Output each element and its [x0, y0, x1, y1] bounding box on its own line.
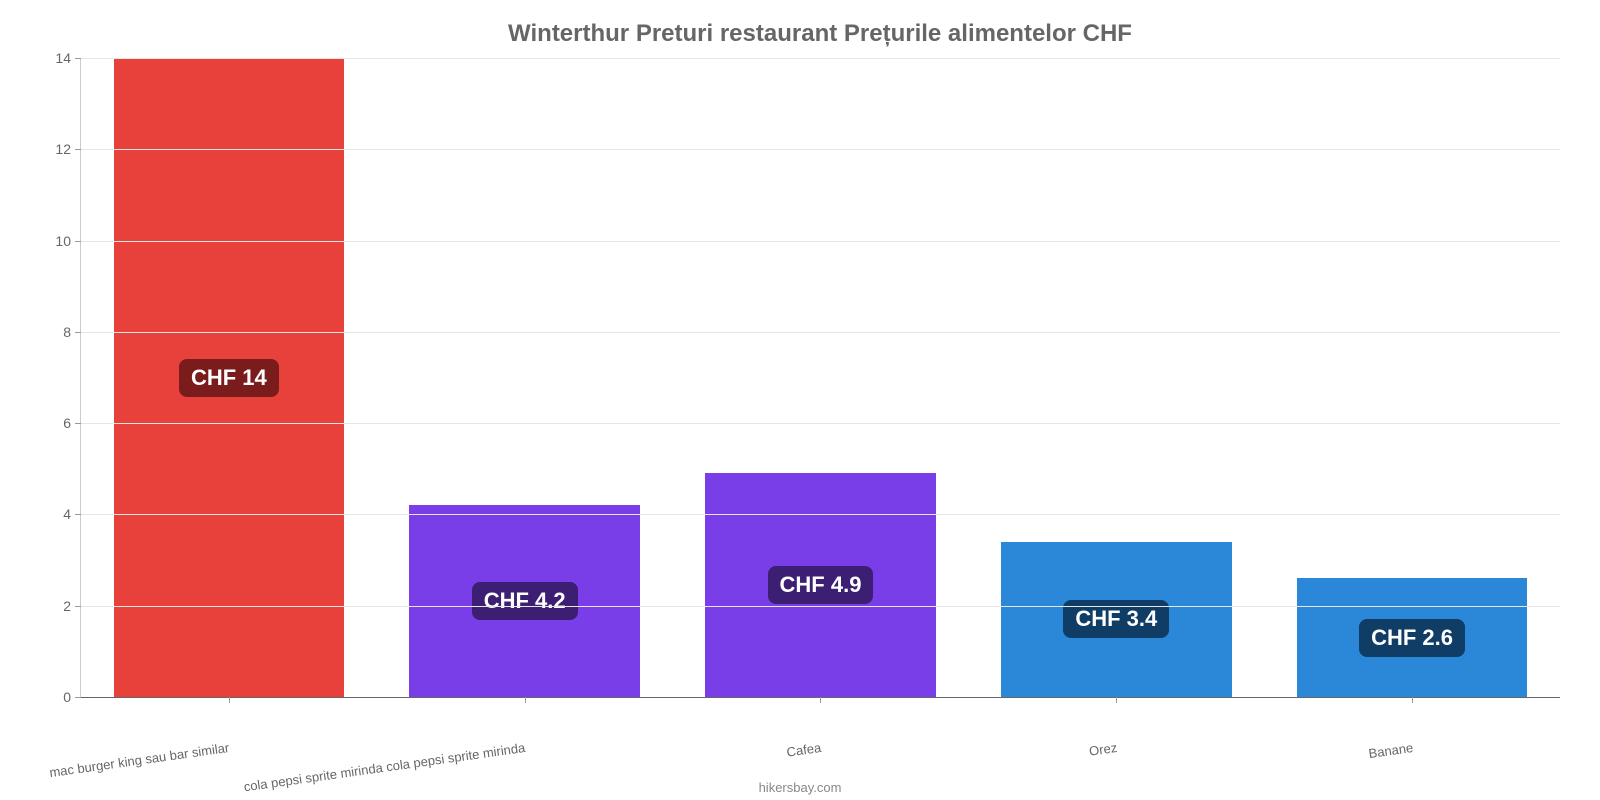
value-badge: CHF 4.2: [472, 582, 578, 620]
gridline: [81, 514, 1560, 515]
x-axis-label: Cafea: [786, 740, 822, 760]
x-axis-label: Banane: [1368, 740, 1414, 761]
x-label-slot: Orez: [968, 740, 1264, 770]
y-tick-mark: [75, 606, 81, 607]
gridline: [81, 606, 1560, 607]
bar-slot: CHF 3.4: [968, 58, 1264, 697]
chart-container: Winterthur Preturi restaurant Prețurile …: [0, 0, 1600, 800]
x-label-slot: Cafea: [672, 740, 968, 770]
bar-slot: CHF 4.2: [377, 58, 673, 697]
y-tick-mark: [75, 423, 81, 424]
gridline: [81, 423, 1560, 424]
y-tick-mark: [75, 332, 81, 333]
bars-row: CHF 14 CHF 4.2 CHF 4.9 CHF 3.4 CHF 2.6: [81, 58, 1560, 697]
bar-slot: CHF 4.9: [673, 58, 969, 697]
x-tick-mark: [1412, 697, 1413, 703]
x-tick-mark: [525, 697, 526, 703]
bar: CHF 2.6: [1297, 578, 1528, 697]
y-tick-mark: [75, 241, 81, 242]
y-tick-mark: [75, 58, 81, 59]
credit-text: hikersbay.com: [0, 780, 1600, 795]
chart-title: Winterthur Preturi restaurant Prețurile …: [80, 20, 1560, 48]
x-label-slot: cola pepsi sprite mirinda cola pepsi spr…: [376, 740, 672, 770]
gridline: [81, 241, 1560, 242]
bar-slot: CHF 2.6: [1264, 58, 1560, 697]
x-axis-label: mac burger king sau bar similar: [48, 740, 230, 780]
value-badge: CHF 4.9: [768, 566, 874, 604]
value-badge: CHF 14: [179, 359, 279, 397]
plot-area: CHF 14CHF 4.2CHF 4.9CHF 3.4CHF 2.6 02468…: [80, 58, 1560, 698]
x-tick-mark: [1116, 697, 1117, 703]
y-tick-mark: [75, 149, 81, 150]
bar: CHF 14: [114, 58, 345, 697]
bar: CHF 3.4: [1001, 542, 1232, 697]
x-label-slot: mac burger king sau bar similar: [80, 740, 376, 770]
x-axis-labels: mac burger king sau bar similarcola peps…: [80, 740, 1560, 770]
x-tick-mark: [820, 697, 821, 703]
bar-slot: CHF 14: [81, 58, 377, 697]
gridline: [81, 332, 1560, 333]
x-tick-mark: [229, 697, 230, 703]
x-label-slot: Banane: [1264, 740, 1560, 770]
bar: CHF 4.9: [705, 473, 936, 697]
value-badge: CHF 2.6: [1359, 619, 1465, 657]
y-tick-mark: [75, 514, 81, 515]
bar: CHF 4.2: [409, 505, 640, 697]
gridline: [81, 149, 1560, 150]
x-axis-label: Orez: [1088, 740, 1118, 759]
y-tick-mark: [75, 697, 81, 698]
gridline: [81, 58, 1560, 59]
